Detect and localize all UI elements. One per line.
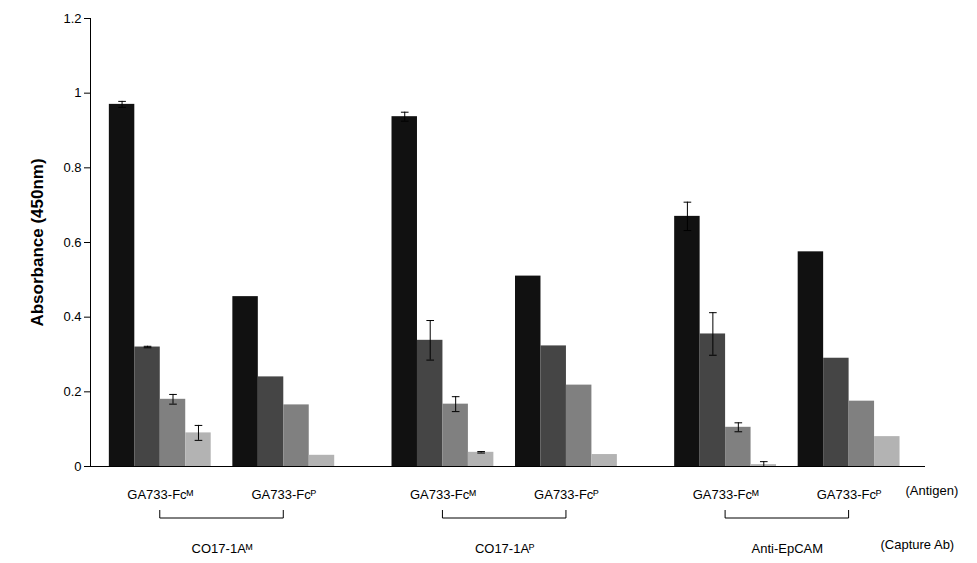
svg-text:0.2: 0.2 [63, 384, 81, 399]
svg-text:(Antigen): (Antigen) [906, 483, 959, 498]
svg-text:0.4: 0.4 [63, 309, 81, 324]
svg-text:0.6: 0.6 [63, 235, 81, 250]
svg-text:0.8: 0.8 [63, 160, 81, 175]
svg-text:CO17-1Aᴾ: CO17-1Aᴾ [475, 541, 535, 556]
svg-text:Absorbance (450nm): Absorbance (450nm) [28, 158, 47, 326]
svg-text:GA733-Fcᴾ: GA733-Fcᴾ [251, 487, 316, 502]
svg-text:GA733-Fcᴹ: GA733-Fcᴹ [410, 487, 476, 502]
svg-text:1: 1 [74, 85, 81, 100]
svg-text:1.2: 1.2 [63, 11, 81, 26]
svg-text:0: 0 [74, 459, 81, 474]
svg-text:Anti-EpCAM: Anti-EpCAM [752, 541, 824, 556]
svg-text:GA733-Fcᴾ: GA733-Fcᴾ [817, 487, 882, 502]
svg-text:(Capture Ab): (Capture Ab) [881, 537, 955, 552]
svg-text:GA733-Fcᴹ: GA733-Fcᴹ [127, 487, 193, 502]
svg-text:GA733-Fcᴹ: GA733-Fcᴹ [693, 487, 759, 502]
svg-text:CO17-1Aᴹ: CO17-1Aᴹ [192, 541, 253, 556]
svg-text:GA733-Fcᴾ: GA733-Fcᴾ [534, 487, 599, 502]
